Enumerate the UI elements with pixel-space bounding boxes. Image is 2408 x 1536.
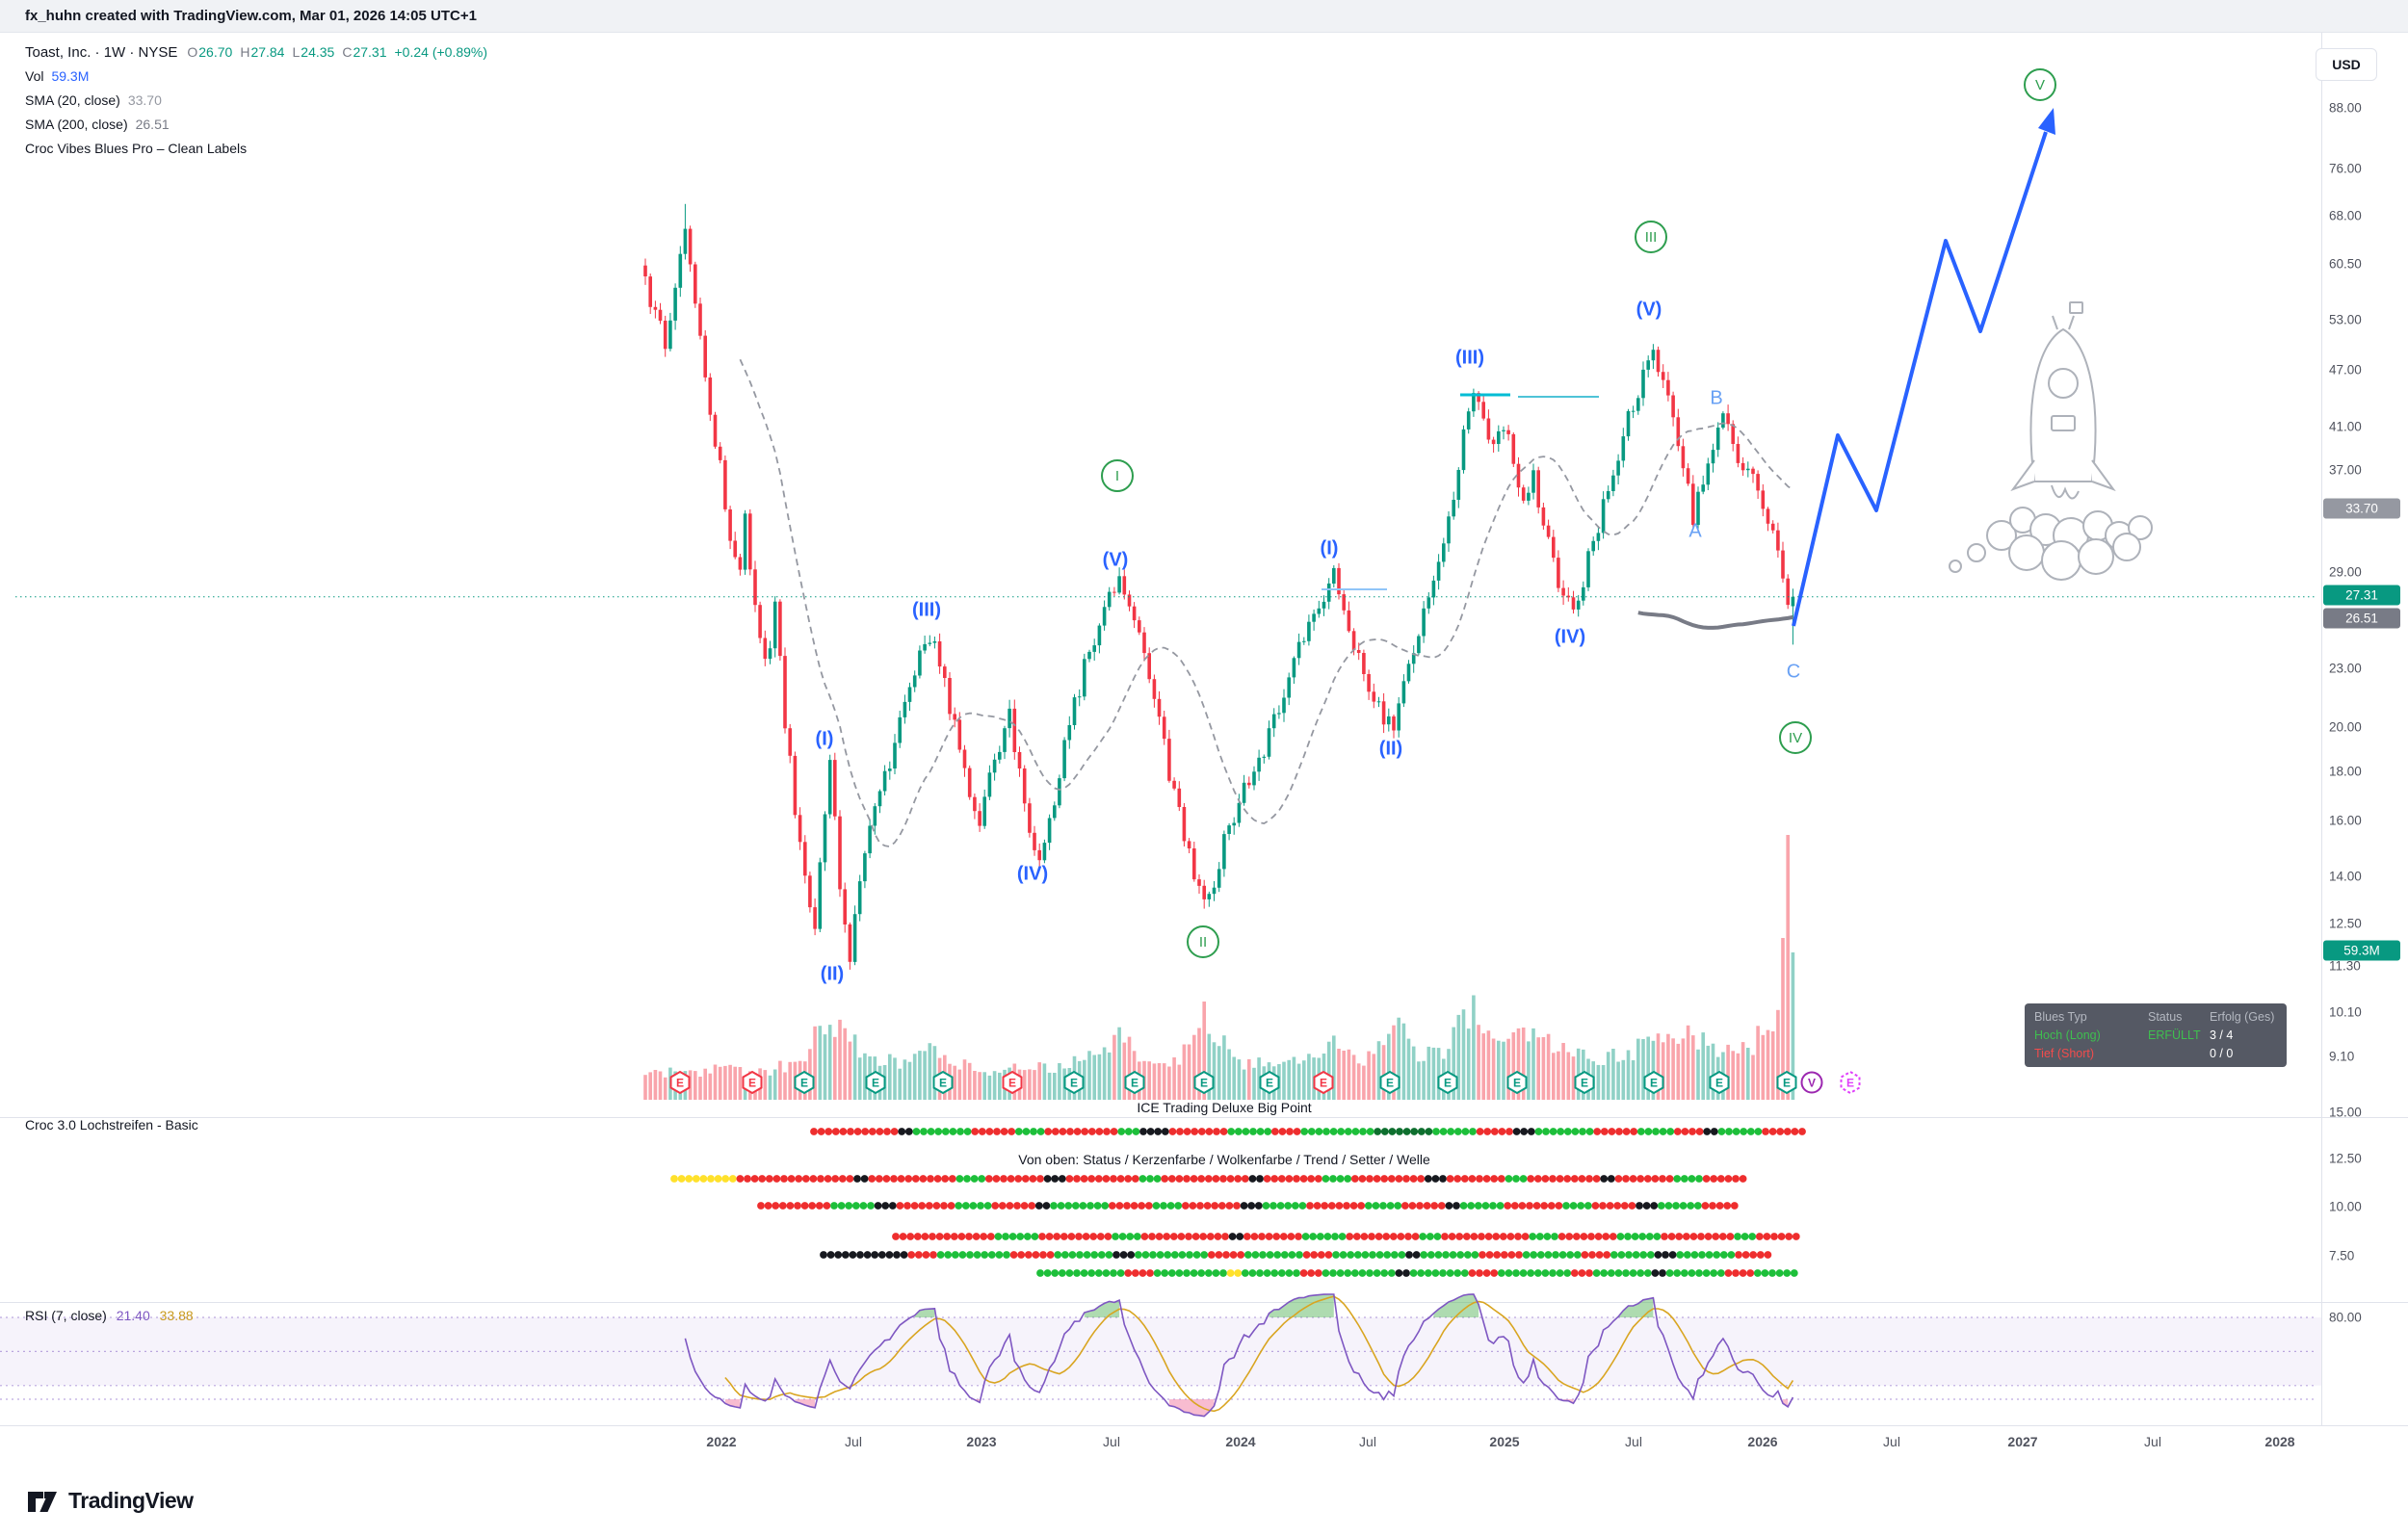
symbol-title[interactable]: Toast, Inc. · 1W · NYSE <box>25 44 178 61</box>
svg-text:E: E <box>676 1077 684 1090</box>
svg-text:E: E <box>748 1077 756 1090</box>
svg-text:E: E <box>1846 1077 1854 1090</box>
indicator-title[interactable]: Croc Vibes Blues Pro – Clean Labels <box>25 141 248 156</box>
pane2-title[interactable]: Croc 3.0 Lochstreifen - Basic <box>25 1117 198 1132</box>
entry-signal-badge: E <box>1313 1070 1334 1095</box>
svg-text:E: E <box>1266 1077 1273 1090</box>
table-cell: 0 / 0 <box>2210 1047 2234 1060</box>
volume-bars <box>643 835 1795 1100</box>
rsi-legend[interactable]: RSI (7, close) 21.40 33.88 <box>25 1308 194 1323</box>
rocket-doodle <box>1949 301 2153 581</box>
time-scale[interactable] <box>0 1425 2321 1458</box>
entry-signal-badge: E <box>1259 1070 1280 1095</box>
projection-arrowhead <box>2038 108 2055 135</box>
entry-signal-badge: E <box>742 1070 763 1095</box>
attribution-text: fx_huhn created with TradingView.com, Ma… <box>25 8 477 24</box>
svg-text:E: E <box>1131 1077 1139 1090</box>
table-header: Status <box>2148 1010 2183 1024</box>
svg-text:E: E <box>1581 1077 1588 1090</box>
chart-legend: Toast, Inc. · 1W · NYSE O26.70 H27.84 L2… <box>25 44 487 165</box>
rsi-ma-value: 33.88 <box>159 1308 194 1323</box>
rsi-ma-line <box>724 1295 1794 1413</box>
price-change: +0.24 (+0.89%) <box>394 44 488 60</box>
svg-text:E: E <box>1070 1077 1078 1090</box>
svg-text:E: E <box>1008 1077 1016 1090</box>
entry-signal-badge: E <box>1193 1070 1215 1095</box>
table-header: Erfolg (Ges) <box>2210 1010 2275 1024</box>
ohlc-high: H27.84 <box>240 44 285 60</box>
symbol-row[interactable]: Toast, Inc. · 1W · NYSE O26.70 H27.84 L2… <box>25 44 487 68</box>
dot-strips <box>670 1128 1806 1277</box>
svg-text:E: E <box>1444 1077 1452 1090</box>
entry-signal-badge: E <box>669 1070 691 1095</box>
table-cell <box>2148 1047 2210 1060</box>
entry-signal-badge: E <box>1840 1070 1861 1095</box>
sma20-value: 33.70 <box>127 92 162 108</box>
projection-arrow <box>1792 131 2048 627</box>
price-scale[interactable] <box>2321 33 2408 1425</box>
tradingview-wordmark: TradingView <box>68 1487 194 1513</box>
blues-status-table: Blues Typ Status Erfolg (Ges) Hoch (Long… <box>2025 1003 2287 1067</box>
svg-text:E: E <box>1386 1077 1394 1090</box>
moving-averages <box>739 358 1793 848</box>
svg-text:E: E <box>1715 1077 1723 1090</box>
tradingview-logo[interactable]: TradingView <box>25 1483 194 1518</box>
table-cell: Tief (Short) <box>2034 1047 2095 1060</box>
sma200-line <box>1637 611 1793 630</box>
sma200-row[interactable]: SMA (200, close) 26.51 <box>25 117 170 132</box>
tradingview-icon <box>28 1492 57 1512</box>
svg-text:E: E <box>1783 1077 1791 1090</box>
ohlc-close: C27.31 <box>342 44 387 60</box>
table-header: Blues Typ <box>2034 1010 2087 1024</box>
svg-text:E: E <box>872 1077 879 1090</box>
volume-row[interactable]: Vol 59.3M <box>25 68 90 84</box>
ice-indicator-label: ICE Trading Deluxe Big Point <box>1137 1100 1312 1115</box>
entry-signal-badge: E <box>1063 1070 1085 1095</box>
wave-mark-badge: V <box>1800 1071 1823 1094</box>
entry-signal-badge: E <box>865 1070 886 1095</box>
rsi-pane <box>0 1293 2321 1418</box>
candles <box>643 203 1795 970</box>
entry-signal-badge: E <box>1643 1070 1664 1095</box>
attribution-bar: fx_huhn created with TradingView.com, Ma… <box>0 0 2408 33</box>
von-oben-label: Von oben: Status / Kerzenfarbe / Wolkenf… <box>1018 1152 1430 1167</box>
table-cell: Hoch (Long) <box>2034 1028 2101 1042</box>
chart-annotations <box>15 108 2317 627</box>
svg-text:E: E <box>1200 1077 1208 1090</box>
table-cell: ERFÜLLT <box>2148 1028 2201 1042</box>
table-cell: 3 / 4 <box>2210 1028 2234 1042</box>
sma20-row[interactable]: SMA (20, close) 33.70 <box>25 92 162 108</box>
entry-signal-badge: E <box>1574 1070 1595 1095</box>
entry-signal-badge: E <box>1506 1070 1528 1095</box>
ohlc-low: L24.35 <box>292 44 335 60</box>
volume-value: 59.3M <box>51 68 90 84</box>
entry-signal-badge: E <box>1776 1070 1797 1095</box>
svg-text:E: E <box>1513 1077 1521 1090</box>
entry-signal-badge: E <box>932 1070 954 1095</box>
svg-text:E: E <box>800 1077 808 1090</box>
indicator-title-row[interactable]: Croc Vibes Blues Pro – Clean Labels <box>25 141 487 165</box>
entry-signal-badge: E <box>794 1070 815 1095</box>
entry-signal-badge: E <box>1437 1070 1458 1095</box>
rsi-title[interactable]: RSI (7, close) <box>25 1308 107 1323</box>
pane-separators <box>0 33 2408 1426</box>
sma200-value: 26.51 <box>135 117 170 132</box>
entry-signal-badge: E <box>1002 1070 1023 1095</box>
entry-signal-badge: E <box>1379 1070 1400 1095</box>
rsi-value: 21.40 <box>116 1308 150 1323</box>
svg-text:E: E <box>1320 1077 1327 1090</box>
ohlc-open: O26.70 <box>187 44 233 60</box>
svg-text:V: V <box>1808 1077 1816 1090</box>
entry-signal-badge: E <box>1124 1070 1145 1095</box>
rsi-line <box>684 1293 1794 1418</box>
currency-button[interactable]: USD <box>2316 48 2377 81</box>
entry-signal-badge: E <box>1709 1070 1730 1095</box>
sma20-line <box>739 358 1793 848</box>
svg-text:E: E <box>1650 1077 1658 1090</box>
svg-text:E: E <box>939 1077 947 1090</box>
